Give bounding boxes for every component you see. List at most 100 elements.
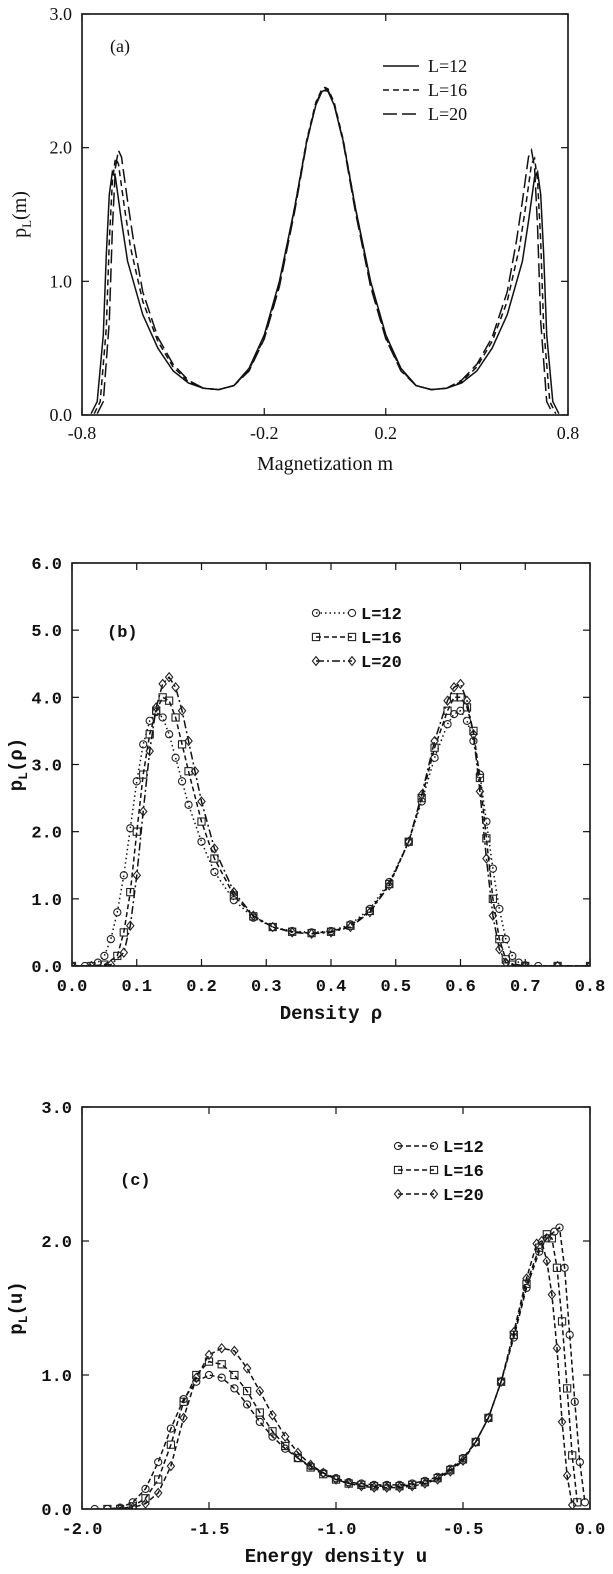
data-point — [145, 716, 154, 725]
data-point — [509, 1326, 519, 1338]
y-tick-label: 1.0 — [31, 892, 62, 911]
legend-marker — [311, 655, 321, 667]
y-tick-label: 3.0 — [41, 1100, 72, 1119]
data-point — [552, 1342, 562, 1354]
legend-entry: L=16 — [311, 630, 402, 649]
legend-entry: L=16 — [383, 80, 467, 100]
x-tick-label: 0.2 — [375, 423, 398, 443]
data-point — [184, 767, 193, 776]
y-tick-label: 2.0 — [41, 1234, 72, 1253]
series-L-12 — [90, 89, 560, 415]
x-tick-label: 0.5 — [380, 978, 411, 997]
data-point — [230, 1370, 239, 1380]
data-point — [501, 957, 511, 966]
data-point — [501, 934, 510, 944]
data-point — [141, 1484, 150, 1494]
x-tick-label: -2.0 — [62, 1521, 103, 1540]
data-point — [384, 880, 394, 891]
legend-label: L=20 — [361, 654, 402, 673]
data-point — [132, 870, 142, 881]
data-point — [242, 1363, 252, 1374]
series-line — [72, 675, 590, 966]
x-tick-label: 0.6 — [445, 978, 476, 997]
data-point — [547, 1289, 557, 1300]
data-point — [145, 730, 154, 739]
data-point — [443, 706, 452, 715]
data-point — [475, 786, 485, 797]
x-tick-label: -0.2 — [250, 423, 279, 443]
legend-marker — [429, 1165, 439, 1175]
legend-label: L=20 — [443, 1187, 484, 1206]
data-point — [230, 1384, 239, 1393]
data-point — [496, 1376, 506, 1387]
y-tick-label: 3.0 — [31, 758, 62, 777]
data-point — [404, 836, 414, 848]
legend-label: L=16 — [361, 630, 402, 649]
data-point — [318, 1467, 328, 1479]
data-point — [449, 693, 459, 702]
series-L-20 — [96, 88, 554, 415]
data-point — [575, 1457, 584, 1467]
y-tick-label: 3.0 — [50, 4, 73, 24]
legend-entry: L=16 — [393, 1163, 484, 1182]
data-point — [570, 1397, 579, 1406]
panel-label: (b) — [107, 624, 138, 643]
legend-marker — [347, 632, 357, 642]
data-point — [445, 1466, 455, 1477]
data-point — [565, 1330, 574, 1339]
data-point — [449, 681, 459, 693]
data-point — [106, 934, 115, 944]
panel-a-magnetization: -0.8 -0.2 0.2 0.8 0.0 1.0 2.0 3.0 Magnetization … — [9, 4, 579, 475]
data-point — [255, 1385, 265, 1397]
legend-marker — [347, 608, 357, 618]
data-point — [346, 921, 355, 933]
data-point — [534, 961, 543, 966]
data-point — [72, 960, 77, 966]
legend-marker — [393, 1165, 403, 1175]
data-point — [462, 703, 472, 712]
series-L-12 — [90, 1223, 590, 1509]
data-point — [293, 1453, 303, 1463]
series-L-20 — [72, 671, 590, 966]
data-point — [568, 1451, 577, 1460]
data-point — [132, 777, 141, 786]
series-line — [93, 86, 557, 415]
x-tick-label: -0.8 — [68, 423, 97, 443]
data-point — [255, 1417, 264, 1427]
data-point — [154, 1475, 163, 1484]
data-point — [417, 789, 426, 800]
x-tick-label: 0.0 — [57, 978, 88, 997]
data-point — [229, 886, 239, 898]
data-point — [443, 720, 452, 729]
legend-marker — [429, 1188, 439, 1200]
data-point — [433, 1474, 442, 1485]
y-tick-label: 4.0 — [31, 690, 62, 709]
data-point — [217, 1373, 226, 1382]
data-point — [217, 1360, 226, 1369]
x-tick-label: 0.0 — [575, 1521, 606, 1540]
data-point — [331, 1474, 341, 1485]
data-point — [153, 1487, 163, 1499]
data-point — [508, 960, 517, 966]
legend-label: L=20 — [428, 104, 467, 124]
legend-marker — [429, 1141, 439, 1151]
data-point — [217, 1342, 227, 1354]
data-point — [382, 1482, 392, 1493]
data-point — [520, 960, 530, 966]
data-point — [210, 867, 219, 877]
y-tick-label: 2.0 — [31, 825, 62, 844]
data-point — [242, 1386, 252, 1396]
series-L-16 — [93, 86, 557, 415]
data-point — [420, 1478, 430, 1489]
legend-marker — [347, 655, 357, 667]
data-point — [488, 894, 498, 903]
data-point — [462, 695, 472, 706]
data-point — [495, 904, 504, 914]
data-point — [138, 806, 148, 817]
data-point — [281, 1441, 290, 1451]
y-tick-label: 1.0 — [50, 271, 73, 291]
data-point — [164, 730, 174, 739]
legend-entry: L=12 — [383, 56, 467, 76]
x-axis-label: Energy density u — [245, 1546, 427, 1568]
data-point — [456, 693, 465, 702]
